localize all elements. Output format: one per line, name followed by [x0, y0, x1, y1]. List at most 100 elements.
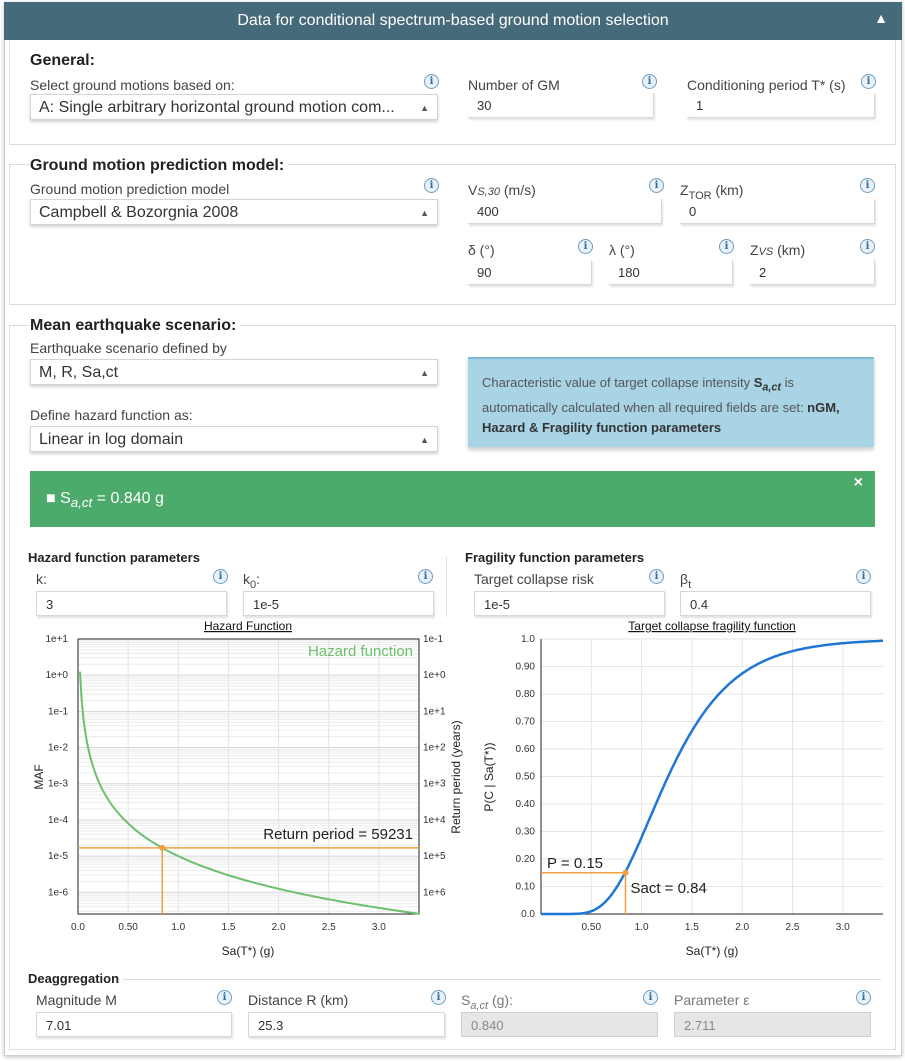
- x-tick-label: 0.0: [71, 922, 85, 933]
- info-icon[interactable]: i: [642, 74, 657, 89]
- tstar-label: Conditioning period T* (s): [687, 77, 846, 93]
- y-tick-label: 1e-2: [48, 743, 68, 754]
- y2-axis-label: Return period (years): [449, 720, 463, 833]
- info-icon[interactable]: i: [431, 990, 446, 1005]
- x-tick-label: 1.0: [635, 922, 649, 933]
- info-icon[interactable]: i: [578, 239, 593, 254]
- caret-up-icon: ▲: [420, 435, 429, 445]
- chart-title: Hazard Function: [204, 619, 292, 633]
- info-icon[interactable]: i: [217, 990, 232, 1005]
- info-icon[interactable]: i: [860, 178, 875, 193]
- zvs-input[interactable]: 2: [750, 260, 875, 285]
- x-axis-label: Sa(T*) (g): [222, 944, 275, 958]
- y-tick-label: 1e+1: [45, 634, 68, 645]
- y2-tick-label: 1e+2: [423, 743, 446, 754]
- info-icon[interactable]: i: [643, 990, 658, 1005]
- scenario-defined-dropdown[interactable]: M, R, Sa,ct ▲: [30, 359, 438, 385]
- y-tick-label: 0.0: [521, 909, 535, 920]
- x-tick-label: 1.5: [221, 922, 235, 933]
- lambda-input[interactable]: 180: [609, 260, 733, 285]
- caret-up-icon: ▲: [420, 208, 429, 218]
- info-icon[interactable]: i: [424, 74, 439, 89]
- x-tick-label: 2.5: [786, 922, 800, 933]
- magnitude-input[interactable]: 7.01: [36, 1012, 232, 1037]
- k-input[interactable]: 3: [36, 591, 227, 616]
- epsilon-output: 2.711: [674, 1012, 871, 1037]
- x-tick-label: 3.0: [836, 922, 850, 933]
- marker-point: [622, 869, 629, 876]
- tstar-input[interactable]: 1: [687, 93, 875, 118]
- info-icon[interactable]: i: [424, 178, 439, 193]
- risk-input[interactable]: 1e-5: [474, 591, 665, 616]
- hazard-def-label: Define hazard function as:: [30, 407, 193, 423]
- hazard-params-heading: Hazard function parameters: [28, 550, 200, 565]
- result-alert: ■ Sa,ct = 0.840 g ×: [30, 471, 875, 527]
- scenario-defined-value: M, R, Sa,ct: [39, 364, 119, 381]
- hazard-def-dropdown[interactable]: Linear in log domain ▲: [30, 426, 438, 452]
- annotation-sact: Sact = 0.84: [630, 880, 706, 897]
- ngm-input[interactable]: 30: [468, 93, 654, 118]
- y-tick-label: 0.50: [516, 772, 536, 783]
- vs30-input[interactable]: 400: [468, 199, 662, 224]
- ngm-label: Number of GM: [468, 77, 560, 93]
- magnitude-label: Magnitude M: [36, 992, 117, 1008]
- sact-output: 0.840: [461, 1012, 658, 1037]
- panel-header[interactable]: Data for conditional spectrum-based grou…: [4, 2, 902, 40]
- info-icon[interactable]: i: [649, 569, 664, 584]
- hazard-params-box: [27, 557, 447, 617]
- fragility-params-heading: Fragility function parameters: [465, 550, 645, 565]
- info-icon[interactable]: i: [213, 569, 228, 584]
- y2-tick-label: 1e+1: [423, 706, 446, 717]
- info-icon[interactable]: i: [856, 990, 871, 1005]
- y2-tick-label: 1e+6: [423, 887, 446, 898]
- info-icon[interactable]: i: [719, 239, 734, 254]
- info-icon[interactable]: i: [649, 178, 664, 193]
- annotation-return-period: Return period = 59231: [263, 826, 413, 843]
- plot-area: [78, 639, 419, 914]
- ztor-input[interactable]: 0: [680, 199, 875, 224]
- hazard-chart: 0.0 0.50 1.0 1.5 2.0 2.5 3.0 1e+1 1e+0 1e-1 1e-2 1e…: [32, 619, 463, 958]
- gmpm-dropdown[interactable]: Campbell & Bozorgnia 2008 ▲: [30, 199, 438, 225]
- y2-tick-label: 1e+0: [423, 670, 446, 681]
- beta-label: βt: [680, 571, 692, 591]
- general-heading: General:: [30, 52, 95, 69]
- gmpm-label: Ground motion prediction model: [30, 181, 230, 197]
- info-icon[interactable]: i: [861, 74, 876, 89]
- info-message: Characteristic value of target collapse …: [468, 357, 874, 447]
- panel-title: Data for conditional spectrum-based grou…: [237, 12, 669, 29]
- zvs-label: ZVS (km): [750, 242, 806, 258]
- chart-title: Target collapse fragility function: [628, 619, 795, 633]
- collapse-icon[interactable]: ▲: [874, 10, 888, 26]
- scenario-heading: Mean earthquake scenario:: [30, 317, 241, 335]
- y-tick-label: 0.90: [516, 662, 536, 673]
- hazard-def-value: Linear in log domain: [39, 431, 184, 448]
- hazard-series-line: [79, 671, 420, 915]
- vs30-label: VS,30 (m/s): [468, 182, 536, 198]
- x-tick-label: 0.50: [118, 922, 138, 933]
- y-tick-label: 0.70: [516, 717, 536, 728]
- fragility-chart: 0.0 0.10 0.20 0.30 0.40 0.50 0.60 0.70 0.80 0.90 1…: [482, 619, 884, 958]
- info-icon[interactable]: i: [856, 569, 871, 584]
- beta-input[interactable]: 0.4: [680, 591, 871, 616]
- y2-tick-label: 1e+3: [423, 779, 446, 790]
- y-axis-label: P(C | Sa(T*)): [482, 742, 496, 811]
- result-text: ■ Sa,ct = 0.840 g: [46, 490, 164, 511]
- distance-input[interactable]: 25.3: [248, 1012, 445, 1037]
- x-tick-label: 1.0: [171, 922, 185, 933]
- risk-label: Target collapse risk: [474, 571, 594, 587]
- ztor-label: ZTOR (km): [680, 182, 744, 202]
- select-gm-dropdown[interactable]: A: Single arbitrary horizontal ground mo…: [30, 94, 438, 120]
- y-tick-label: 0.40: [516, 799, 536, 810]
- lambda-label: λ (°): [609, 242, 635, 258]
- gmpm-section: [9, 164, 896, 305]
- delta-input[interactable]: 90: [468, 260, 592, 285]
- annotation-p: P = 0.15: [547, 855, 603, 872]
- k0-input[interactable]: 1e-5: [243, 591, 434, 616]
- info-icon[interactable]: i: [418, 569, 433, 584]
- info-icon[interactable]: i: [860, 239, 875, 254]
- legend-label: Hazard function: [308, 643, 413, 660]
- scenario-defined-label: Earthquake scenario defined by: [30, 340, 227, 356]
- select-gm-label: Select ground motions based on:: [30, 77, 235, 93]
- close-icon[interactable]: ×: [853, 474, 863, 491]
- epsilon-label: Parameter ε: [674, 992, 750, 1008]
